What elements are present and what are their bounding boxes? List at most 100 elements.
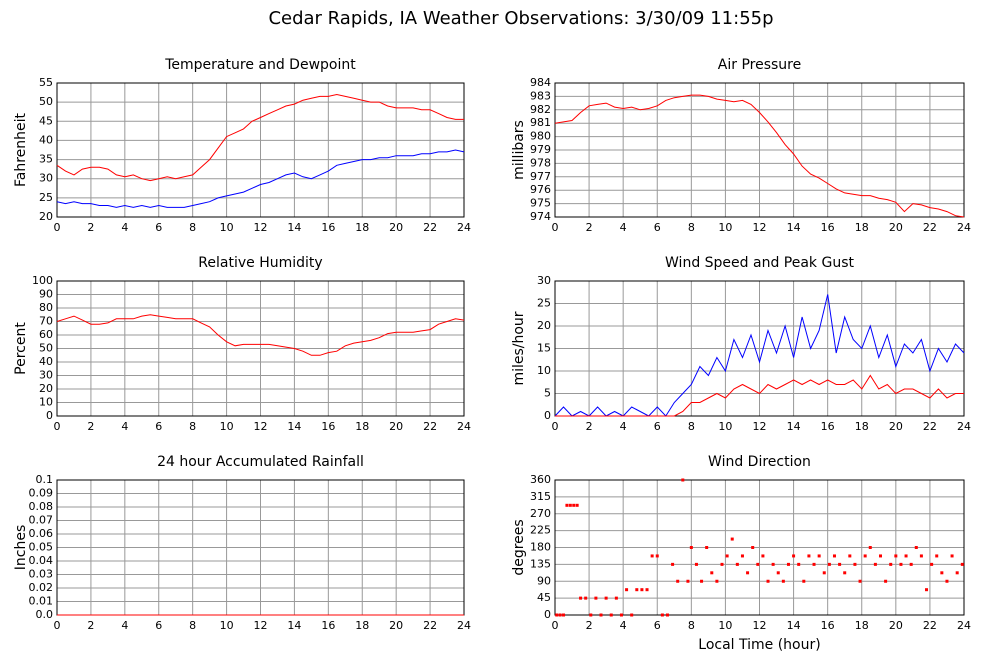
x-tick-label: 8 (189, 221, 196, 234)
x-tick-label: 0 (54, 221, 61, 234)
x-tick-label: 16 (321, 221, 335, 234)
data-point (843, 571, 847, 575)
y-tick-label: 20 (39, 382, 53, 395)
data-point (904, 554, 908, 558)
data-point (884, 579, 888, 583)
y-tick-label: 45 (39, 114, 53, 127)
data-point (558, 613, 562, 617)
y-tick-label: 977 (530, 170, 551, 183)
data-point (599, 613, 603, 617)
y-tick-label: 225 (530, 524, 551, 537)
y-tick-label: 5 (544, 387, 551, 400)
data-point (589, 613, 593, 617)
x-tick-label: 8 (688, 619, 695, 632)
chart-title: Temperature and Dewpoint (164, 57, 356, 73)
data-point (720, 562, 724, 566)
x-tick-label: 2 (586, 420, 593, 433)
x-tick-label: 12 (753, 619, 767, 632)
y-tick-label: 30 (39, 172, 53, 185)
data-point (715, 579, 719, 583)
plot-frame (56, 82, 465, 218)
x-tick-label: 4 (121, 619, 128, 632)
x-tick-label: 4 (620, 619, 627, 632)
data-point (807, 554, 811, 558)
data-point (776, 571, 780, 575)
x-tick-label: 10 (718, 221, 732, 234)
x-tick-label: 2 (87, 221, 94, 234)
data-point (817, 554, 821, 558)
chart-title: Wind Direction (708, 454, 811, 470)
data-point (619, 613, 623, 617)
data-point (645, 588, 649, 592)
data-point (925, 588, 929, 592)
data-point (919, 554, 923, 558)
y-tick-label: 55 (39, 76, 53, 89)
x-tick-label: 0 (552, 221, 559, 234)
x-tick-label: 20 (389, 420, 403, 433)
x-tick-label: 22 (423, 420, 437, 433)
y-tick-label: 984 (530, 76, 551, 89)
data-point (555, 613, 559, 617)
data-point (650, 554, 654, 558)
y-tick-label: 978 (530, 156, 551, 169)
y-tick-label: 0.03 (29, 568, 54, 581)
data-point (710, 571, 714, 575)
x-tick-label: 2 (87, 420, 94, 433)
data-point (930, 562, 934, 566)
y-axis-label: Percent (13, 322, 29, 375)
y-tick-label: 60 (39, 328, 53, 341)
y-axis-label: millibars (511, 120, 527, 180)
x-tick-label: 16 (821, 420, 835, 433)
data-point (655, 554, 659, 558)
data-point (584, 596, 588, 600)
x-tick-label: 22 (423, 619, 437, 632)
data-point (614, 596, 618, 600)
x-tick-label: 20 (389, 221, 403, 234)
x-tick-label: 8 (189, 619, 196, 632)
data-point (609, 613, 613, 617)
x-tick-label: 24 (957, 420, 971, 433)
data-point (894, 554, 898, 558)
data-point (858, 579, 862, 583)
plot-frame (56, 280, 465, 417)
x-tick-label: 14 (287, 221, 301, 234)
y-tick-label: 10 (39, 396, 53, 409)
data-point (562, 613, 566, 617)
y-tick-label: 30 (537, 274, 551, 287)
x-tick-label: 20 (889, 420, 903, 433)
data-point (640, 588, 644, 592)
data-point (572, 503, 576, 507)
data-point (604, 596, 608, 600)
y-tick-label: 981 (530, 116, 551, 129)
x-tick-label: 10 (220, 420, 234, 433)
y-tick-label: 100 (32, 274, 53, 287)
chart-title: 24 hour Accumulated Rainfall (157, 454, 364, 470)
y-tick-label: 975 (530, 197, 551, 210)
x-tick-label: 14 (787, 619, 801, 632)
plot-frame (554, 280, 965, 417)
data-point (914, 546, 918, 549)
page-title: Cedar Rapids, IA Weather Observations: 3… (268, 8, 773, 29)
y-tick-label: 10 (537, 364, 551, 377)
x-tick-label: 0 (552, 619, 559, 632)
data-point (689, 546, 693, 549)
data-point (797, 562, 801, 566)
y-tick-label: 0.01 (29, 595, 54, 608)
data-point (635, 588, 639, 592)
x-tick-label: 12 (254, 221, 268, 234)
data-point (812, 562, 816, 566)
x-tick-label: 2 (586, 221, 593, 234)
data-point (771, 562, 775, 566)
data-point (694, 562, 698, 566)
data-point (676, 579, 680, 583)
x-tick-label: 20 (889, 619, 903, 632)
data-point (792, 554, 796, 558)
x-tick-label: 10 (220, 221, 234, 234)
y-tick-label: 0.09 (29, 487, 54, 500)
data-point (955, 571, 959, 575)
y-tick-label: 979 (530, 143, 551, 156)
y-tick-label: 135 (530, 557, 551, 570)
data-point (960, 562, 964, 566)
x-tick-label: 18 (355, 619, 369, 632)
y-tick-label: 974 (530, 210, 551, 223)
